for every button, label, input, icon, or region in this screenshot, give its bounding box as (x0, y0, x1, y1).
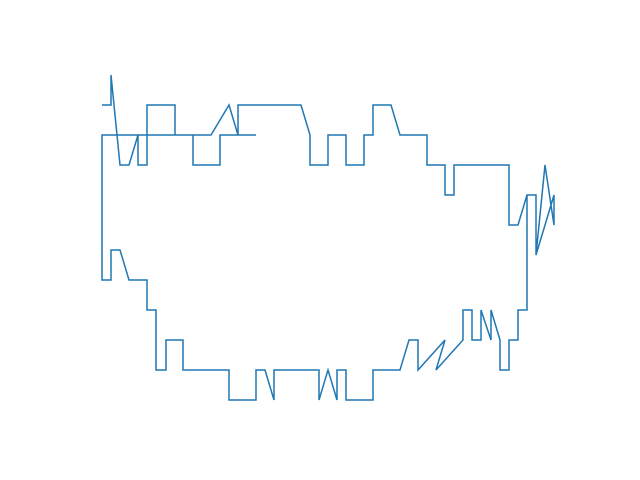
series-line (101, 74, 555, 401)
series-layer (101, 74, 555, 401)
series-0 (101, 74, 555, 401)
